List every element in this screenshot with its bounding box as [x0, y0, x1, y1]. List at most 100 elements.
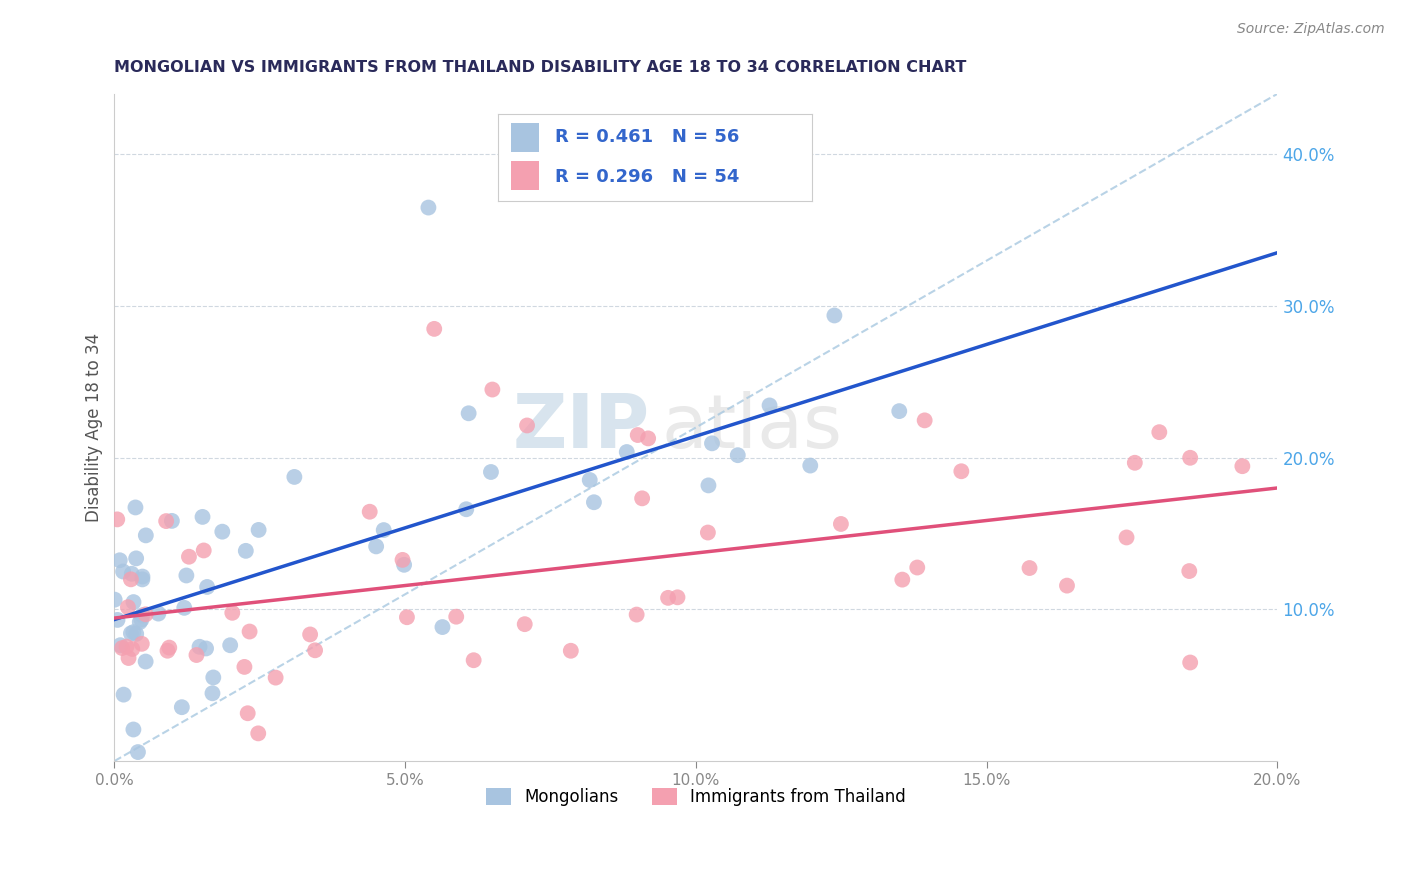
- Point: [202, 670, 225, 684]
- Point: [117, 600, 139, 615]
- Point: [131, 613, 153, 627]
- Point: [1178, 450, 1201, 465]
- Point: [233, 660, 256, 674]
- Point: [121, 566, 143, 581]
- Point: [627, 428, 650, 442]
- Point: [299, 627, 322, 641]
- Point: [201, 686, 224, 700]
- Point: [395, 610, 418, 624]
- Point: [516, 418, 538, 433]
- Point: [177, 549, 200, 564]
- Point: [122, 723, 145, 737]
- Point: [135, 607, 157, 622]
- Point: [191, 509, 214, 524]
- Point: [160, 514, 183, 528]
- Point: [124, 500, 146, 515]
- Point: [1178, 564, 1201, 578]
- Point: [891, 573, 914, 587]
- Point: [155, 514, 177, 528]
- Point: [637, 431, 659, 445]
- Point: [418, 201, 440, 215]
- Text: Source: ZipAtlas.com: Source: ZipAtlas.com: [1237, 22, 1385, 37]
- Point: [304, 643, 326, 657]
- Point: [366, 540, 388, 554]
- Point: [131, 608, 153, 623]
- Point: [247, 523, 270, 537]
- Point: [121, 642, 143, 657]
- Point: [1115, 531, 1137, 545]
- Point: [235, 544, 257, 558]
- Point: [193, 543, 215, 558]
- Point: [578, 473, 600, 487]
- Point: [112, 688, 135, 702]
- Point: [631, 491, 654, 506]
- Text: ZIP: ZIP: [512, 391, 650, 464]
- Point: [107, 613, 129, 627]
- Point: [131, 569, 153, 583]
- Point: [236, 706, 259, 721]
- Point: [582, 495, 605, 509]
- Text: atlas: atlas: [661, 391, 842, 464]
- Point: [560, 644, 582, 658]
- Point: [456, 502, 478, 516]
- Point: [170, 700, 193, 714]
- Legend: Mongolians, Immigrants from Thailand: Mongolians, Immigrants from Thailand: [479, 781, 912, 813]
- Point: [117, 651, 139, 665]
- Point: [758, 399, 780, 413]
- Point: [697, 478, 720, 492]
- Text: MONGOLIAN VS IMMIGRANTS FROM THAILAND DISABILITY AGE 18 TO 34 CORRELATION CHART: MONGOLIAN VS IMMIGRANTS FROM THAILAND DI…: [114, 60, 967, 75]
- Point: [799, 458, 821, 473]
- Point: [359, 505, 381, 519]
- Point: [283, 470, 305, 484]
- Point: [1056, 579, 1078, 593]
- Point: [108, 553, 131, 567]
- Point: [131, 637, 153, 651]
- Point: [391, 553, 413, 567]
- Point: [392, 558, 415, 572]
- Point: [1018, 561, 1040, 575]
- Point: [457, 406, 479, 420]
- Point: [128, 615, 150, 629]
- Point: [173, 600, 195, 615]
- Point: [727, 448, 749, 462]
- Point: [112, 565, 135, 579]
- Point: [247, 726, 270, 740]
- Point: [626, 607, 648, 622]
- Point: [115, 640, 138, 654]
- Point: [479, 465, 502, 479]
- Point: [105, 512, 128, 526]
- Point: [135, 528, 157, 542]
- Point: [125, 627, 148, 641]
- Point: [211, 524, 233, 539]
- Point: [1178, 656, 1201, 670]
- Point: [110, 638, 132, 652]
- Point: [148, 607, 170, 621]
- Point: [195, 641, 218, 656]
- Point: [513, 617, 536, 632]
- Point: [1232, 459, 1254, 474]
- Point: [444, 609, 467, 624]
- Point: [666, 591, 689, 605]
- Point: [104, 592, 127, 607]
- Point: [131, 573, 153, 587]
- Point: [186, 648, 208, 662]
- Point: [120, 626, 142, 640]
- Point: [889, 404, 911, 418]
- Point: [221, 606, 243, 620]
- Y-axis label: Disability Age 18 to 34: Disability Age 18 to 34: [86, 333, 103, 522]
- Point: [432, 620, 454, 634]
- Point: [373, 523, 395, 537]
- Point: [111, 641, 134, 656]
- Point: [1123, 456, 1146, 470]
- Point: [127, 745, 149, 759]
- Point: [463, 653, 485, 667]
- Point: [188, 640, 211, 654]
- Point: [423, 322, 446, 336]
- Point: [156, 644, 179, 658]
- Point: [616, 445, 638, 459]
- Point: [122, 595, 145, 609]
- Point: [125, 551, 148, 566]
- Point: [823, 309, 845, 323]
- Point: [481, 383, 503, 397]
- Point: [914, 413, 936, 427]
